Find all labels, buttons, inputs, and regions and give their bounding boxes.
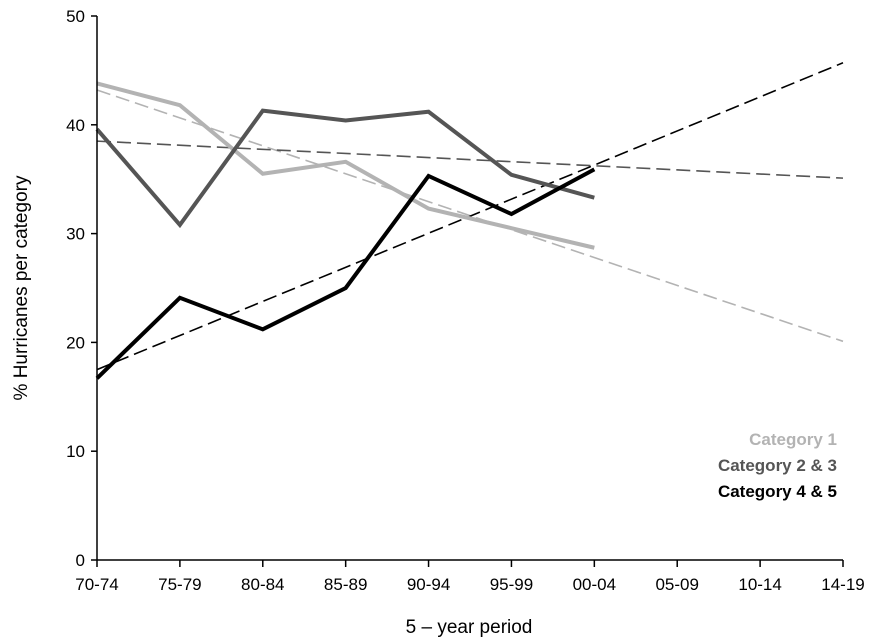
y-ticks: 0 10 20 30 40 50 — [66, 7, 97, 570]
y-tick-label: 0 — [76, 551, 85, 570]
legend-entry: Category 4 & 5 — [718, 482, 837, 501]
trendline — [96, 140, 844, 179]
trendlines — [96, 62, 844, 371]
y-tick-label: 50 — [66, 7, 85, 26]
x-ticks: 70-74 75-79 80-84 85-89 90-94 95-99 00-04 05-09… — [75, 560, 865, 594]
series-line — [95, 108, 595, 229]
y-tick-label: 10 — [66, 442, 85, 461]
legend-entry: Category 1 — [749, 430, 837, 449]
y-tick-label: 30 — [66, 225, 85, 244]
trendline — [96, 62, 844, 371]
series-line — [95, 167, 596, 380]
x-tick-label: 14-19 — [821, 575, 864, 594]
y-tick-label: 20 — [66, 333, 85, 352]
x-tick-label: 70-74 — [75, 575, 118, 594]
series-lines — [95, 81, 596, 380]
x-tick-label: 75-79 — [158, 575, 201, 594]
y-tick-label: 40 — [66, 116, 85, 135]
x-tick-label: 80-84 — [241, 575, 284, 594]
x-tick-label: 00-04 — [573, 575, 616, 594]
x-tick-label: 90-94 — [407, 575, 450, 594]
series-line — [96, 81, 595, 250]
x-tick-label: 85-89 — [324, 575, 367, 594]
x-axis-title: 5 – year period — [406, 617, 533, 638]
legend: Category 1 Category 2 & 3 Category 4 & 5 — [718, 430, 837, 501]
x-tick-label: 05-09 — [655, 575, 698, 594]
y-axis-title: % Hurricanes per category — [11, 175, 32, 400]
legend-entry: Category 2 & 3 — [718, 456, 837, 475]
x-tick-label: 95-99 — [490, 575, 533, 594]
x-tick-label: 10-14 — [738, 575, 781, 594]
